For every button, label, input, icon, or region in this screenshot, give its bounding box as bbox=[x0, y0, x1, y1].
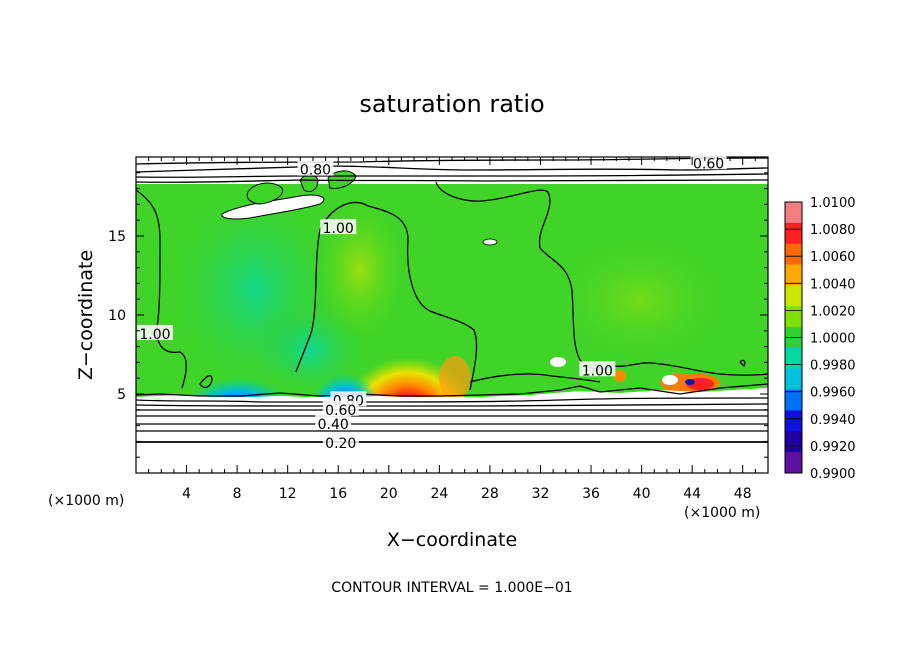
colorbar-label: 0.9960 bbox=[810, 386, 856, 401]
colorbar-swatch bbox=[785, 243, 802, 266]
x-tick-label: 28 bbox=[481, 486, 499, 502]
x-axis-title: X−coordinate bbox=[387, 529, 517, 551]
colorbar-label: 1.0080 bbox=[810, 223, 856, 238]
contour-label-bg bbox=[315, 415, 352, 431]
x-tick-label: 20 bbox=[380, 486, 398, 502]
contour-0-70-lower bbox=[136, 403, 768, 407]
contour-1-00 bbox=[435, 181, 613, 370]
x-axis-unit-right: (×1000 m) bbox=[684, 505, 760, 521]
field-yellow-region bbox=[560, 240, 720, 360]
y-tick-label: 5 bbox=[117, 387, 126, 403]
contour-upper bbox=[136, 179, 768, 183]
colorbar-swatch bbox=[785, 410, 802, 432]
contour-0-80 bbox=[136, 165, 768, 173]
colorbar-swatch bbox=[785, 368, 802, 391]
x-tick-label: 8 bbox=[233, 486, 242, 502]
contour-1-00 bbox=[199, 375, 213, 389]
x-tick-label: 16 bbox=[329, 486, 347, 502]
x-tick-label: 40 bbox=[633, 486, 651, 502]
colorbar-label: 1.0060 bbox=[810, 250, 856, 265]
colorbar-swatch bbox=[785, 347, 802, 370]
contour-label-bg bbox=[322, 400, 359, 416]
colorbar-swatch bbox=[785, 202, 802, 224]
field-green-cell bbox=[246, 182, 284, 205]
field-blue-spot bbox=[685, 379, 695, 385]
contour-label-bg bbox=[320, 219, 357, 235]
colorbar-swatch bbox=[785, 431, 802, 453]
x-axis: 4 8 12 16 20 24 28 32 36 40 44 48 bbox=[148, 157, 756, 502]
contour-label: 0.80 bbox=[300, 163, 331, 179]
x-tick-label: 32 bbox=[532, 486, 550, 502]
field-yellow-region bbox=[315, 200, 405, 340]
chart-title: saturation ratio bbox=[359, 90, 544, 118]
x-tick-label: 12 bbox=[279, 486, 297, 502]
colorbar-label: 1.0100 bbox=[810, 196, 856, 211]
contour-labels: 0.800.601.001.001.000.800.600.400.20 bbox=[136, 154, 727, 452]
colorbar-label: 1.0040 bbox=[810, 277, 856, 292]
field-orange-plume bbox=[439, 356, 471, 400]
y-tick-label: 15 bbox=[108, 229, 126, 245]
field-lower-dry bbox=[136, 397, 768, 473]
contour-1-00 bbox=[611, 362, 768, 376]
y-axis: 5 10 15 bbox=[108, 172, 768, 458]
contour-interval-note: CONTOUR INTERVAL = 1.000E−01 bbox=[331, 580, 572, 596]
contour-label-bg bbox=[322, 433, 359, 449]
plot-area bbox=[136, 157, 768, 473]
contour-label: 1.00 bbox=[582, 363, 613, 379]
contour-0-60 bbox=[136, 157, 768, 165]
field-lower-edge bbox=[136, 388, 768, 400]
contour-label: 1.00 bbox=[323, 221, 354, 237]
contour-1-00 bbox=[469, 373, 601, 383]
x-tick-label: 4 bbox=[182, 486, 191, 502]
colorbar-swatch bbox=[785, 306, 802, 328]
colorbar-swatch bbox=[785, 452, 802, 474]
y-tick-label: 10 bbox=[108, 308, 126, 324]
colorbar-swatch bbox=[785, 285, 802, 307]
x-tick-label: 24 bbox=[430, 486, 448, 502]
contour-label: 0.20 bbox=[325, 436, 356, 452]
contour-1-00 bbox=[739, 359, 746, 368]
contour-1-00 bbox=[136, 189, 187, 389]
contour-label-bg bbox=[136, 324, 173, 340]
field-white-spot bbox=[662, 375, 678, 385]
colorbar-swatch bbox=[785, 389, 802, 411]
contour-upper bbox=[136, 173, 768, 178]
contour-0-80-lower bbox=[136, 397, 768, 403]
colorbar-label: 1.0000 bbox=[810, 332, 856, 347]
colorbar-swatch bbox=[785, 264, 802, 286]
field-white-patch bbox=[482, 238, 498, 246]
contour-1-00 bbox=[295, 229, 321, 373]
contour-lines bbox=[136, 157, 768, 443]
colorbar-label: 1.0020 bbox=[810, 304, 856, 319]
contour-label: 0.40 bbox=[318, 417, 349, 433]
y-axis-title: Z−coordinate bbox=[75, 250, 97, 380]
colorbar-label: 0.9980 bbox=[810, 359, 856, 374]
contour-1-00 bbox=[319, 201, 478, 391]
contour-label: 0.60 bbox=[325, 403, 356, 419]
colorbar: 1.0100 1.0080 1.0060 1.0040 1.0020 1.0000 0.99… bbox=[784, 196, 856, 482]
contour-label-bg bbox=[579, 361, 616, 377]
field-orange-spot bbox=[614, 370, 626, 382]
field-white-patch bbox=[550, 357, 566, 367]
x-tick-label: 44 bbox=[683, 486, 701, 502]
colorbar-label: 0.9920 bbox=[810, 440, 856, 455]
contour-label: 1.00 bbox=[139, 327, 170, 343]
colorbar-swatch bbox=[785, 222, 802, 245]
x-tick-label: 48 bbox=[734, 486, 752, 502]
contour-label-bg bbox=[297, 160, 334, 176]
contour-label: 0.60 bbox=[693, 156, 724, 172]
contour-boundary bbox=[136, 383, 768, 397]
colorbar-label: 0.9900 bbox=[810, 467, 856, 482]
x-axis-unit-left: (×1000 m) bbox=[48, 493, 124, 509]
x-tick-label: 36 bbox=[582, 486, 600, 502]
colorbar-label: 0.9940 bbox=[810, 413, 856, 428]
